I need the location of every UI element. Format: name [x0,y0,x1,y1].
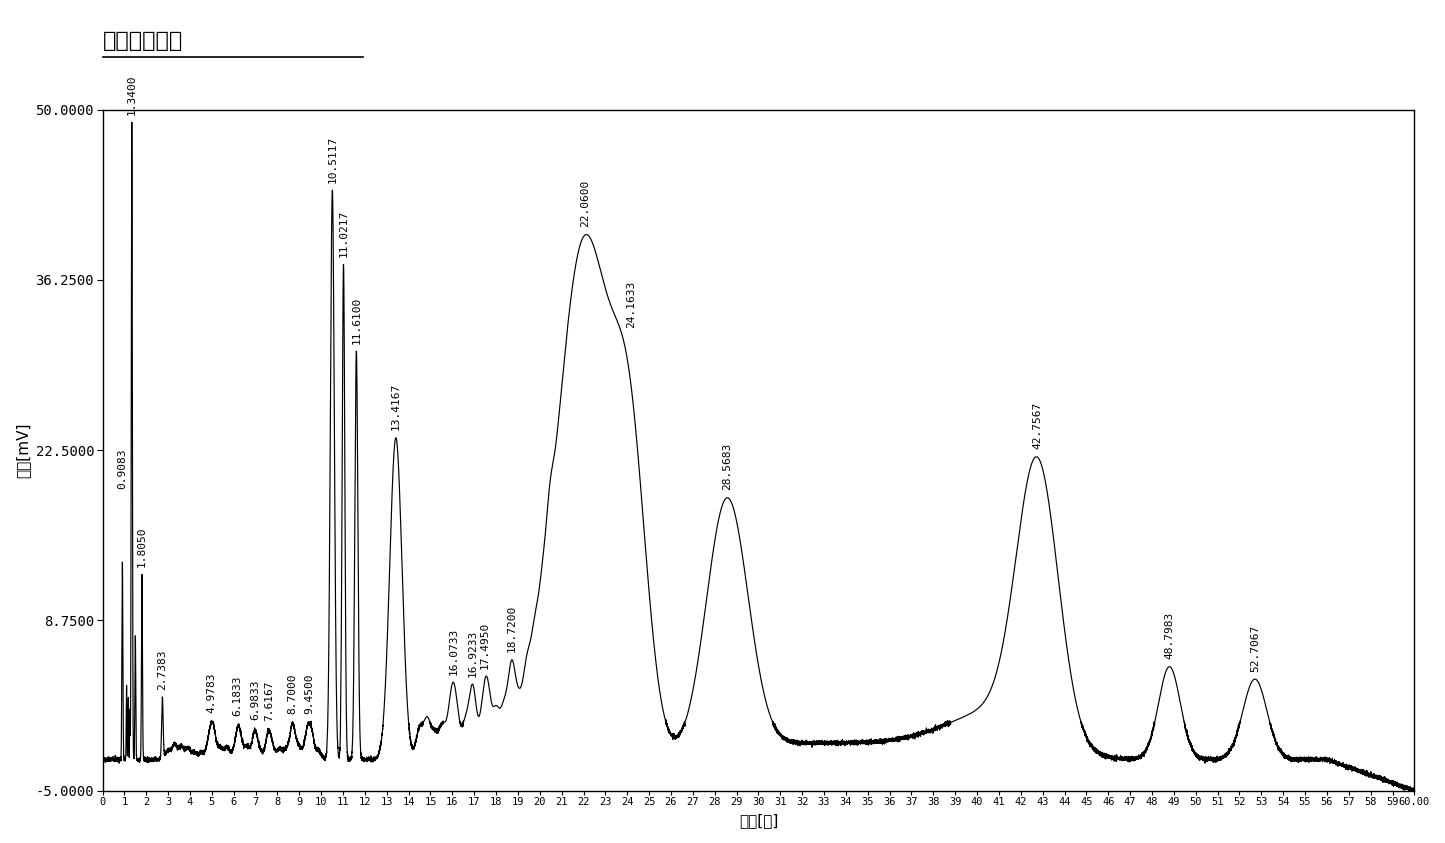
Text: 9.4500: 9.4500 [303,674,314,714]
Text: 6.1833: 6.1833 [233,676,243,717]
Text: 7.6167: 7.6167 [264,680,275,721]
Text: 24.1633: 24.1633 [626,281,636,328]
Text: 52.7067: 52.7067 [1250,625,1260,672]
Text: 2.7383: 2.7383 [158,649,168,690]
Text: 16.0733: 16.0733 [449,627,460,674]
Text: 13.4167: 13.4167 [390,383,400,430]
Y-axis label: 전압[mV]: 전압[mV] [14,422,30,478]
Text: 18.7200: 18.7200 [507,605,517,652]
Text: 16.9233: 16.9233 [468,630,477,677]
Text: 4.9783: 4.9783 [207,673,217,713]
Text: 17.4950: 17.4950 [480,621,490,668]
Text: 28.5683: 28.5683 [722,443,733,491]
Text: 크로마토그램: 크로마토그램 [103,31,182,51]
Text: 11.6100: 11.6100 [351,297,361,344]
Text: 22.0600: 22.0600 [579,180,590,227]
X-axis label: 시간[분]: 시간[분] [738,813,777,828]
Text: 1.3400: 1.3400 [127,74,137,115]
Text: 8.7000: 8.7000 [288,674,298,714]
Text: 6.9833: 6.9833 [250,680,260,721]
Text: 0.9083: 0.9083 [117,448,127,489]
Text: 1.8050: 1.8050 [137,526,147,567]
Text: 42.7567: 42.7567 [1032,402,1042,449]
Text: 11.0217: 11.0217 [338,210,348,257]
Text: 48.7983: 48.7983 [1165,612,1175,659]
Text: 10.5117: 10.5117 [328,136,337,183]
